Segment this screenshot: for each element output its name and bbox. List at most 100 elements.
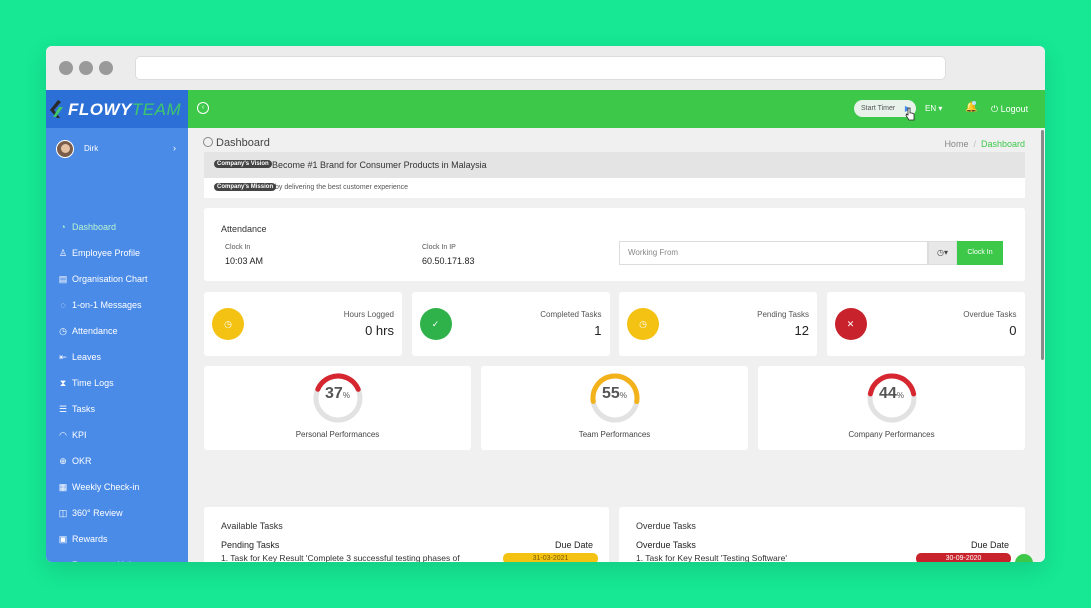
performance-card: 37% Personal Performances (204, 366, 471, 450)
sidebar-item-label: 1-on-1 Messages (72, 300, 142, 310)
clock-in-value: 10:03 AM (225, 256, 264, 266)
caret-down-icon: ▾ (943, 248, 948, 257)
chat-icon[interactable] (1015, 554, 1033, 562)
stat-label: Completed Tasks (540, 310, 602, 319)
overdue-tasks-card: Overdue Tasks Overdue Tasks Due Date 1. … (619, 507, 1025, 562)
stat-card[interactable]: ✕ Overdue Tasks 0 (826, 292, 1025, 356)
sidebar-item-okr[interactable]: ⊕ OKR (46, 451, 188, 471)
brand-name: FLOWYTEAM (68, 100, 181, 120)
brand-name-part2: TEAM (131, 100, 182, 119)
stat-card[interactable]: ◷ Hours Logged 0 hrs (204, 292, 402, 356)
user-menu[interactable]: Dirk › (46, 132, 188, 166)
chart-icon: ◫ (58, 508, 68, 518)
brand-name-part1: FLOWY (68, 100, 132, 119)
x-circle-icon: ✕ (834, 308, 867, 340)
vision-text: Become #1 Brand for Consumer Products in… (272, 160, 487, 170)
sidebar-item-1-on-1-messages[interactable]: ◌ 1-on-1 Messages (46, 295, 188, 315)
chat-icon: ◌ (60, 300, 66, 310)
sidebar-item-360-review[interactable]: ◫ 360° Review (46, 503, 188, 523)
gauge-icon: ◔ (60, 222, 66, 232)
performance-value: 44% (866, 385, 918, 403)
sidebar-item-kpi[interactable]: ◠ KPI (46, 425, 188, 445)
logout-label: Logout (1000, 104, 1029, 114)
working-from-input[interactable]: Working From (619, 241, 928, 265)
sidebar-item-label: OKR (72, 456, 92, 466)
performance-label: Company Performances (848, 430, 935, 439)
user-name: Dirk (84, 144, 99, 153)
main-content: Dashboard Home / Dashboard Company's Visio… (188, 128, 1041, 562)
stat-card[interactable]: ✓ Completed Tasks 1 (411, 292, 610, 356)
performance-number: 55 (602, 385, 620, 402)
gauge-fill (590, 373, 639, 423)
stat-value: 12 (794, 323, 809, 338)
window-maximize-dot[interactable] (99, 61, 113, 75)
clock-icon: ◷ (212, 308, 244, 340)
chevron-right-icon: › (173, 143, 176, 153)
language-dropdown[interactable]: EN ▾ (925, 104, 942, 113)
org-chart-icon: ▤ (58, 274, 68, 284)
clock-in-label: Clock In (225, 244, 251, 251)
breadcrumb-separator: / (973, 139, 976, 149)
sidebar-item-rewards[interactable]: ▣ Rewards (46, 529, 188, 549)
performance-label: Personal Performances (295, 430, 380, 439)
language-label: EN (925, 104, 937, 113)
clock-in-button[interactable]: Clock In (957, 241, 1003, 265)
available-tasks-card: Available Tasks Pending Tasks Due Date 1… (204, 507, 609, 562)
performance-unit: % (619, 391, 627, 400)
window-minimize-dot[interactable] (79, 61, 93, 75)
due-date-badge: 31-03-2021 (503, 553, 598, 562)
breadcrumb-home[interactable]: Home (944, 139, 969, 149)
sidebar-item-label: Dashboard (72, 222, 117, 232)
sidebar-item-label: 360° Review (72, 508, 123, 518)
hand-cursor-icon (905, 107, 915, 121)
performance-number: 44 (879, 385, 897, 402)
clock-in-ip-value: 60.50.171.83 (422, 256, 475, 266)
list-item[interactable]: 1. Task for Key Result 'Testing Software… (636, 553, 787, 562)
brand-logo[interactable]: FLOWYTEAM (46, 90, 188, 128)
sidebar-item-label: Tasks (72, 404, 96, 414)
gauge-icon (203, 137, 213, 147)
calendar-icon: ▦ (58, 482, 68, 492)
stat-card[interactable]: ◷ Pending Tasks 12 (619, 292, 817, 356)
list-item[interactable]: 1. Task for Key Result 'Complete 3 succe… (221, 552, 460, 562)
performance-gauge (313, 373, 362, 423)
performance-unit: % (342, 391, 350, 400)
browser-window: FLOWYTEAM Dirk › ◔ Dashboard ♙ Employee Pro… (46, 46, 1045, 562)
hourglass-icon: ⧗ (59, 378, 67, 388)
sidebar-item-leaves[interactable]: ⇤ Leaves (46, 347, 188, 367)
user-icon: ♙ (58, 248, 68, 258)
gauge-fill (313, 373, 362, 423)
gauge-fill (867, 373, 916, 423)
sidebar-item-time-logs[interactable]: ⧗ Time Logs (46, 373, 188, 393)
sidebar-item-organisation-chart[interactable]: ▤ Organisation Chart (46, 269, 188, 289)
attendance-card: Attendance Clock In 10:03 AM Clock In IP… (204, 208, 1025, 281)
address-bar[interactable] (135, 56, 946, 80)
sidebar-item-dashboard[interactable]: ◔ Dashboard (46, 217, 188, 237)
clock-icon: ◷ (627, 308, 659, 340)
scrollbar[interactable] (1041, 128, 1045, 562)
logout-button[interactable]: ⏻ Logout (991, 104, 1028, 115)
gift-icon: ▣ (58, 534, 68, 544)
performance-value: 37% (312, 385, 364, 403)
scrollbar-thumb[interactable] (1041, 130, 1044, 360)
sidebar-item-label: Time Logs (72, 378, 114, 388)
sidebar-item-tasks[interactable]: ☰ Tasks (46, 399, 188, 419)
bell-icon[interactable]: 🔔 (965, 102, 978, 113)
window-close-dot[interactable] (59, 61, 73, 75)
sidebar-item-label: Resources Hub (72, 560, 134, 562)
sidebar-item-resources-hub[interactable]: ▭Resources Hub (46, 555, 188, 562)
stat-label: Overdue Tasks (963, 310, 1017, 319)
working-from-dropdown[interactable]: ◷▾ (928, 241, 957, 265)
collapse-sidebar-icon[interactable]: ‹ (197, 102, 209, 114)
sidebar-item-employee-profile[interactable]: ♙ Employee Profile (46, 243, 188, 263)
stat-value: 0 (1009, 323, 1017, 338)
sidebar-item-weekly-check-in[interactable]: ▦ Weekly Check-in (46, 477, 188, 497)
sidebar-item-label: KPI (72, 430, 87, 440)
mission-tag: Company's Mission (214, 183, 277, 191)
mission-text: by delivering the best customer experien… (275, 184, 409, 191)
start-timer-label: Start Timer (861, 105, 896, 112)
breadcrumb-current: Dashboard (980, 139, 1025, 149)
stat-value: 0 hrs (365, 323, 394, 338)
sidebar-item-attendance[interactable]: ◷ Attendance (46, 321, 188, 341)
clock-in-ip-label: Clock In IP (422, 244, 456, 251)
